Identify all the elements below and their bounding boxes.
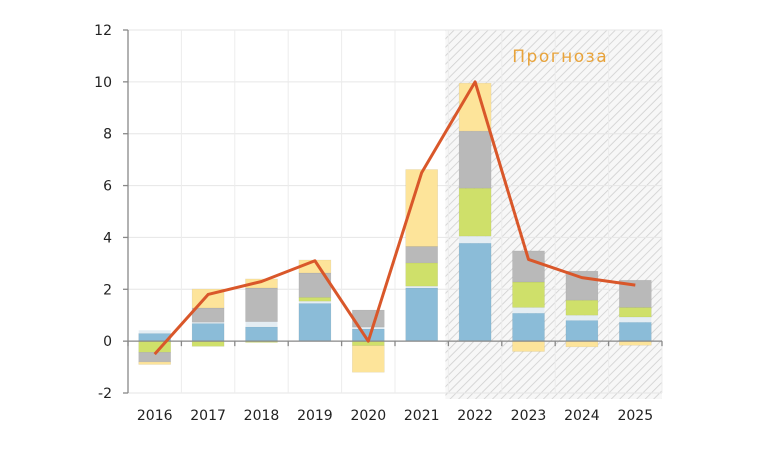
bar-blue-2019 xyxy=(298,302,332,342)
y-tick-label: 4 xyxy=(103,230,112,246)
x-tick-label: 2025 xyxy=(617,408,653,424)
bar-light-2018 xyxy=(245,321,278,327)
bar-green-2024 xyxy=(565,299,599,316)
x-tick-label: 2024 xyxy=(564,408,600,424)
bar-gray-2017 xyxy=(191,307,225,323)
x-tick-label: 2023 xyxy=(511,408,547,424)
total-line xyxy=(153,80,636,356)
bar-yellow-2018 xyxy=(245,278,278,289)
y-tick-label: 12 xyxy=(94,23,112,39)
x-tick-label: 2016 xyxy=(137,408,173,424)
bar-light-2016 xyxy=(138,330,171,334)
y-tick-label: 0 xyxy=(103,334,112,350)
bar-light-2024 xyxy=(565,315,598,321)
x-tick-label: 2017 xyxy=(190,408,226,424)
bar-gray-2022 xyxy=(458,130,492,189)
bar-yellow-2016 xyxy=(138,361,171,365)
y-tick-label: -2 xyxy=(98,386,112,402)
bar-green-2022 xyxy=(458,187,492,237)
bar-blue-2018 xyxy=(245,326,278,342)
bar-light-2023 xyxy=(512,307,545,314)
bar-gray-2021 xyxy=(405,246,439,264)
y-tick-label: 8 xyxy=(103,127,112,143)
bar-gray-2024 xyxy=(565,270,599,301)
forecast-label: Прогноза xyxy=(512,47,608,67)
bar-blue-2024 xyxy=(565,320,599,342)
y-tick-label: 10 xyxy=(94,75,112,91)
bar-green-2023 xyxy=(512,281,545,308)
x-tick-label: 2022 xyxy=(457,408,493,424)
bar-blue-2022 xyxy=(458,242,492,342)
y-tick-label: 6 xyxy=(103,179,112,195)
bar-green-2025 xyxy=(618,307,652,318)
x-tick-label: 2018 xyxy=(244,408,280,424)
bar-green-2017 xyxy=(191,340,225,347)
bar-yellow-2020 xyxy=(351,345,385,373)
bar-yellow-2024 xyxy=(565,340,599,348)
bar-light-2025 xyxy=(619,317,652,323)
bar-blue-2021 xyxy=(405,287,439,342)
bar-light-2022 xyxy=(459,236,492,244)
bar-green-2021 xyxy=(405,262,439,287)
x-tick-label: 2021 xyxy=(404,408,440,424)
bar-yellow-2023 xyxy=(512,340,545,352)
bar-light-2017 xyxy=(192,322,225,324)
bar-light-2020 xyxy=(352,327,385,329)
bar-green-2019 xyxy=(298,297,332,302)
x-tick-label: 2020 xyxy=(350,408,386,424)
y-tick-label: 2 xyxy=(103,282,112,298)
bar-blue-2025 xyxy=(618,321,652,342)
bar-blue-2023 xyxy=(512,312,545,342)
x-tick-label: 2019 xyxy=(297,408,333,424)
bar-light-2021 xyxy=(405,286,438,288)
bar-blue-2017 xyxy=(191,323,225,342)
bar-yellow-2022 xyxy=(458,82,492,132)
bar-light-2019 xyxy=(298,301,331,304)
bar-gray-2018 xyxy=(245,287,278,322)
